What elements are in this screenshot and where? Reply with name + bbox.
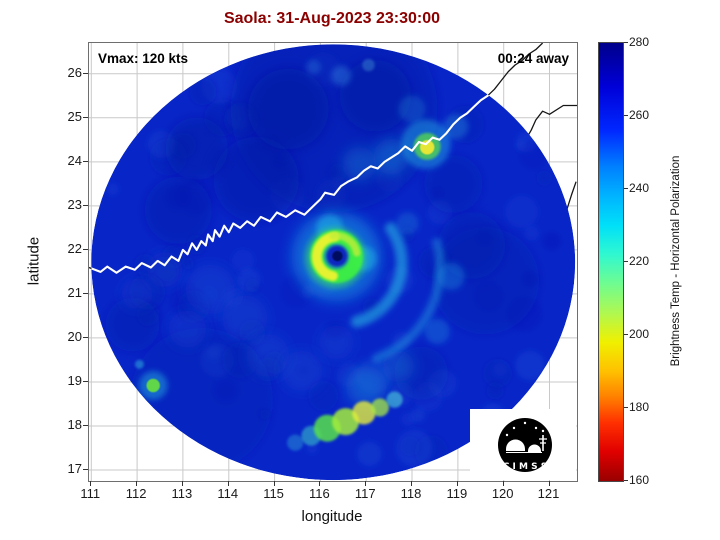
colorbar-tick-mark xyxy=(624,42,628,43)
colorbar-tick-label: 160 xyxy=(629,473,650,487)
y-tick-mark xyxy=(83,116,88,118)
colorbar-tick-mark xyxy=(624,188,628,189)
x-tick-label: 117 xyxy=(354,486,376,501)
x-tick-mark xyxy=(411,481,413,486)
colorbar-tick-mark xyxy=(624,407,628,408)
y-tick-label: 20 xyxy=(67,328,82,344)
colorbar-tick-label: 260 xyxy=(629,108,650,122)
brightness-temp-map xyxy=(89,43,577,481)
y-tick-label: 21 xyxy=(67,284,82,300)
x-tick-mark xyxy=(273,481,275,486)
y-tick-label: 26 xyxy=(67,64,82,80)
china-coastline-white xyxy=(91,44,544,274)
x-tick-mark xyxy=(136,481,138,486)
colorbar-label: Brightness Temp - Horizontal Polarizatio… xyxy=(670,155,682,367)
y-tick-label: 22 xyxy=(67,240,82,256)
colorbar-tick-label: 280 xyxy=(629,35,650,49)
x-tick-mark xyxy=(365,481,367,486)
x-tick-mark xyxy=(548,481,550,486)
x-tick-label: 119 xyxy=(446,486,468,501)
y-tick-label: 19 xyxy=(67,372,82,388)
x-tick-label: 112 xyxy=(125,486,147,501)
y-axis-label: latitude xyxy=(25,236,43,286)
colorbar-tick-label: 220 xyxy=(629,254,650,268)
plot-area: Vmax: 120 kts 00:24 away C I M S S xyxy=(88,42,578,482)
x-tick-mark xyxy=(181,481,183,486)
y-tick-mark xyxy=(83,248,88,250)
y-tick-label: 25 xyxy=(67,108,82,124)
colorbar-tick-label: 240 xyxy=(629,181,650,195)
logo-star xyxy=(541,429,545,433)
x-tick-mark xyxy=(502,481,504,486)
vmax-annotation: Vmax: 120 kts xyxy=(98,51,189,66)
x-tick-label: 114 xyxy=(217,486,239,501)
y-tick-label: 18 xyxy=(67,416,82,432)
eta-annotation: 00:24 away xyxy=(497,51,569,66)
colorbar-tick-label: 200 xyxy=(629,327,650,341)
y-tick-mark xyxy=(83,380,88,382)
y-tick-label: 17 xyxy=(67,460,82,476)
colorbar-tick-mark xyxy=(624,334,628,335)
x-tick-label: 116 xyxy=(309,486,330,501)
y-tick-mark xyxy=(83,336,88,338)
observatory-dome-icon xyxy=(506,439,525,451)
y-tick-mark xyxy=(83,424,88,426)
x-tick-label: 120 xyxy=(491,486,514,501)
y-tick-mark xyxy=(83,468,88,470)
y-tick-label: 24 xyxy=(67,152,82,168)
x-tick-mark xyxy=(319,481,321,486)
observatory-dome-small-icon xyxy=(528,444,541,453)
logo-circle xyxy=(498,418,552,472)
cimss-logo-graphic: C I M S S xyxy=(498,418,552,472)
colorbar-tick-mark xyxy=(624,115,628,116)
logo-star xyxy=(505,433,509,437)
colorbar-tick-mark xyxy=(624,480,628,481)
x-tick-label: 115 xyxy=(263,486,284,501)
x-axis-label: longitude xyxy=(301,508,363,525)
plot-title: Saola: 31-Aug-2023 23:30:00 xyxy=(223,10,441,27)
x-tick-mark xyxy=(456,481,458,486)
x-tick-label: 118 xyxy=(400,486,422,501)
x-tick-label: 113 xyxy=(171,486,193,501)
cimss-logo-text: C I M S S xyxy=(503,462,547,472)
y-tick-label: 23 xyxy=(67,196,82,212)
logo-star xyxy=(512,426,516,430)
colorbar-tick-label: 180 xyxy=(629,400,650,414)
y-tick-mark xyxy=(83,292,88,294)
x-tick-label: 111 xyxy=(80,486,101,501)
y-tick-mark xyxy=(83,160,88,162)
colorbar-tick-mark xyxy=(624,261,628,262)
x-tick-label: 121 xyxy=(537,486,560,501)
y-tick-mark xyxy=(83,72,88,74)
colorbar-gradient xyxy=(598,42,624,482)
logo-star xyxy=(534,426,538,430)
x-tick-mark xyxy=(90,481,92,486)
cimss-logo: C I M S S xyxy=(470,409,576,480)
y-tick-mark xyxy=(83,204,88,206)
logo-star xyxy=(523,421,527,425)
x-tick-mark xyxy=(227,481,229,486)
